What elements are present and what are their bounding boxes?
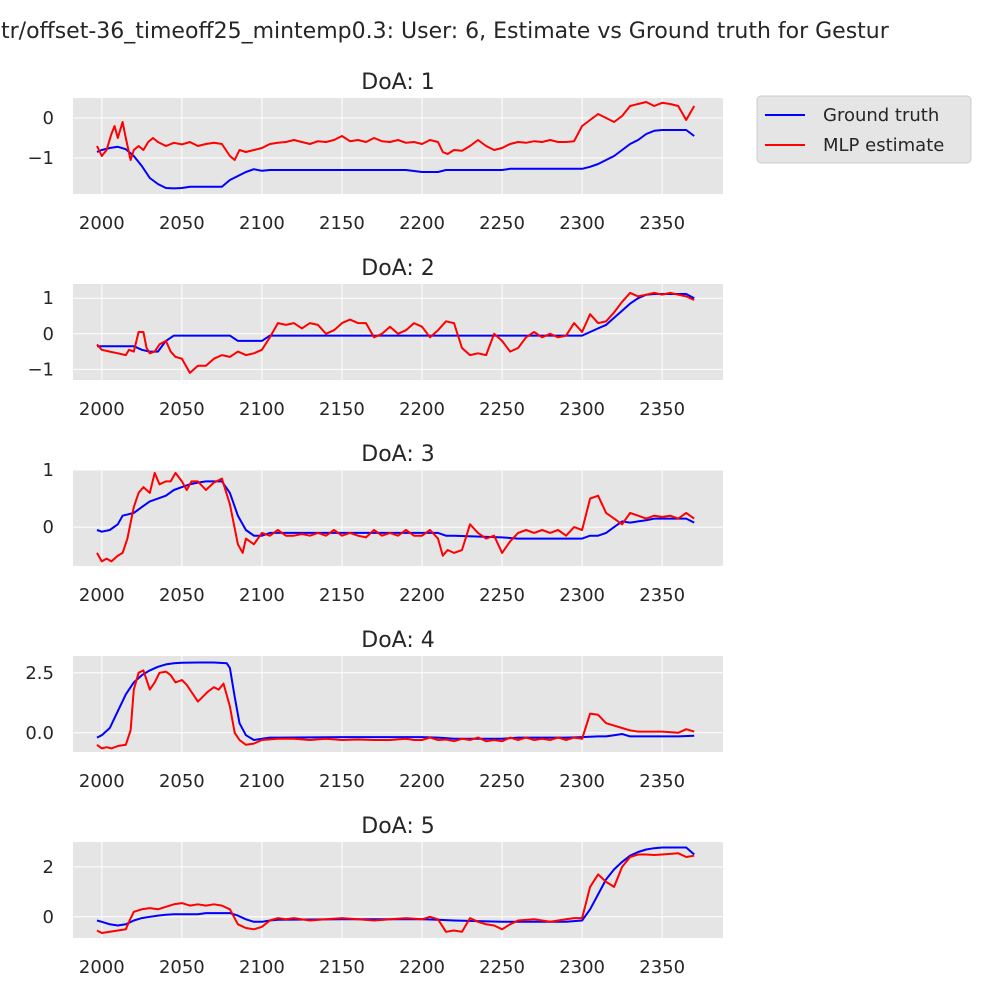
x-tick-label: 2250 [479, 771, 525, 792]
x-tick-label: 2200 [399, 213, 445, 234]
subplot-title: DoA: 5 [361, 814, 434, 839]
x-tick-label: 2050 [159, 585, 205, 606]
x-tick-label: 2150 [319, 213, 365, 234]
series-line-ground-truth [96, 846, 695, 927]
y-tick-label: 2.5 [25, 663, 54, 684]
x-tick-label: 2150 [319, 957, 365, 978]
series-line-mlp-estimate [96, 101, 696, 161]
x-tick-label: 2050 [159, 957, 205, 978]
x-tick-label: 2200 [399, 399, 445, 420]
x-tick-label: 2200 [399, 771, 445, 792]
x-tick-label: 2250 [479, 585, 525, 606]
x-tick-label: 2350 [639, 771, 685, 792]
x-tick-label: 2100 [239, 771, 285, 792]
x-tick-label: 2250 [479, 399, 525, 420]
x-tick-label: 2100 [239, 585, 285, 606]
x-tick-label: 2300 [559, 213, 605, 234]
series-line-mlp-estimate [96, 852, 695, 934]
x-tick-label: 2300 [559, 771, 605, 792]
x-tick-label: 2300 [559, 585, 605, 606]
x-tick-label: 2300 [559, 957, 605, 978]
x-tick-label: 2150 [319, 771, 365, 792]
plot-area [73, 842, 723, 938]
x-tick-label: 2350 [639, 957, 685, 978]
y-tick-label: 0 [43, 517, 54, 538]
x-tick-label: 2050 [159, 771, 205, 792]
series-line-ground-truth [96, 129, 695, 190]
subplots: 2000 2050 2100 2150 2200 2250 2300 23500−1DoA: … [25, 70, 723, 978]
x-tick-label: 2350 [639, 585, 685, 606]
x-tick-label: 2000 [79, 213, 125, 234]
legend-box [756, 95, 972, 164]
legend: Ground truth MLP estimate [756, 95, 972, 164]
subplot-2: 2000 2050 2100 2150 2200 2250 2300 2350 1 0 −1 DoA:… [27, 256, 723, 420]
subplot-4: 2000 2050 2100 2150 2200 2250 2300 2350 2.5 0.0 Do… [25, 628, 723, 792]
subplot-3: 2000 2050 2100 2150 2200 2250 2300 2350 1 0 DoA: 3 [43, 442, 723, 606]
subplot-5: 2000 2050 2100 2150 2200 2250 2300 2350 2 0 DoA: 5 [43, 814, 723, 978]
legend-ground-truth-label: Ground truth [823, 105, 939, 126]
x-tick-label: 2250 [479, 213, 525, 234]
x-tick-label: 2000 [79, 771, 125, 792]
x-tick-label: 2100 [239, 399, 285, 420]
figure-suptitle: tr/offset-36_timeoff25_mintemp0.3: User:… [1, 19, 890, 44]
x-tick-label: 2050 [159, 213, 205, 234]
subplot-title: DoA: 1 [361, 70, 434, 95]
y-tick-label: −1 [27, 359, 54, 380]
x-tick-label: 2200 [399, 585, 445, 606]
x-tick-label: 2050 [159, 399, 205, 420]
y-tick-label: 0 [43, 108, 54, 129]
y-tick-label: −1 [27, 148, 54, 169]
x-tick-label: 2150 [319, 399, 365, 420]
y-tick-label: 0.0 [25, 723, 54, 744]
series-line-mlp-estimate [96, 669, 695, 750]
x-tick-label: 2100 [239, 957, 285, 978]
y-tick-label: 0 [43, 324, 54, 345]
y-tick-label: 1 [43, 460, 54, 481]
subplot-title: DoA: 2 [361, 256, 434, 281]
x-tick-label: 2150 [319, 585, 365, 606]
subplot-1: 2000 2050 2100 2150 2200 2250 2300 2350 0 −1 DoA: … [27, 70, 723, 234]
x-tick-label: 2000 [79, 957, 125, 978]
x-tick-label: 2350 [639, 213, 685, 234]
series-line-ground-truth [96, 661, 695, 741]
y-tick-label: 2 [43, 857, 54, 878]
series-line-mlp-estimate [96, 291, 695, 374]
subplot-title: DoA: 4 [361, 628, 434, 653]
x-tick-label: 2250 [479, 957, 525, 978]
legend-mlp-estimate-label: MLP estimate [823, 135, 944, 156]
x-tick-label: 2000 [79, 585, 125, 606]
x-tick-label: 2300 [559, 399, 605, 420]
plot-area [73, 98, 723, 194]
plot-area [73, 284, 723, 380]
x-tick-label: 2100 [239, 213, 285, 234]
x-tick-label: 2000 [79, 399, 125, 420]
subplot-title: DoA: 3 [361, 442, 434, 467]
y-tick-label: 1 [43, 288, 54, 309]
x-tick-label: 2350 [639, 399, 685, 420]
y-tick-label: 0 [43, 907, 54, 928]
series-line-mlp-estimate [96, 471, 695, 563]
x-tick-label: 2200 [399, 957, 445, 978]
